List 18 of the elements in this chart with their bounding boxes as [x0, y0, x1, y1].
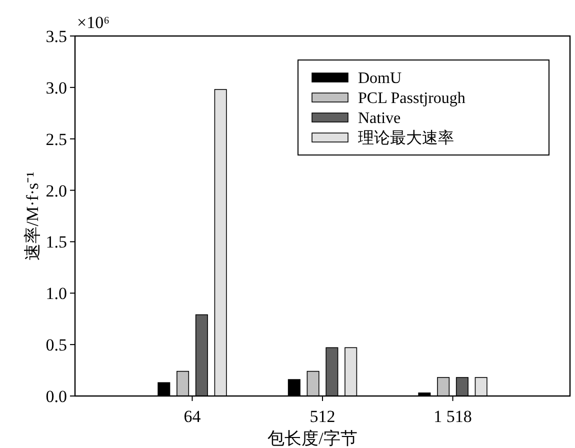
text: ×10⁶ [77, 13, 110, 32]
y-tick-label: 1.0 [46, 284, 67, 304]
legend-label: Native [358, 110, 401, 127]
legend-label: PCL Passtjrough [358, 90, 466, 107]
legend-label: 理论最大速率 [358, 129, 454, 147]
x-tick-label: 512 [310, 407, 336, 426]
y-tick-label: 0.5 [46, 336, 67, 355]
y-tick-label: 1.5 [46, 232, 67, 252]
y-tick-label: 0.0 [46, 387, 67, 406]
y-tick-label: 2.5 [46, 130, 67, 149]
y-tick-label: 3.0 [46, 78, 67, 98]
x-axis-title: 包长度/字节 [268, 429, 358, 448]
x-tick-label: 64 [184, 407, 202, 426]
y-tick-label: 3.5 [46, 27, 67, 46]
x-tick-label: 1 518 [434, 407, 472, 426]
y-tick-label: 2.0 [46, 181, 67, 200]
legend-label: DomU [358, 70, 402, 87]
y-axis-title: 速率/M·f·s⁻¹ [23, 172, 42, 260]
